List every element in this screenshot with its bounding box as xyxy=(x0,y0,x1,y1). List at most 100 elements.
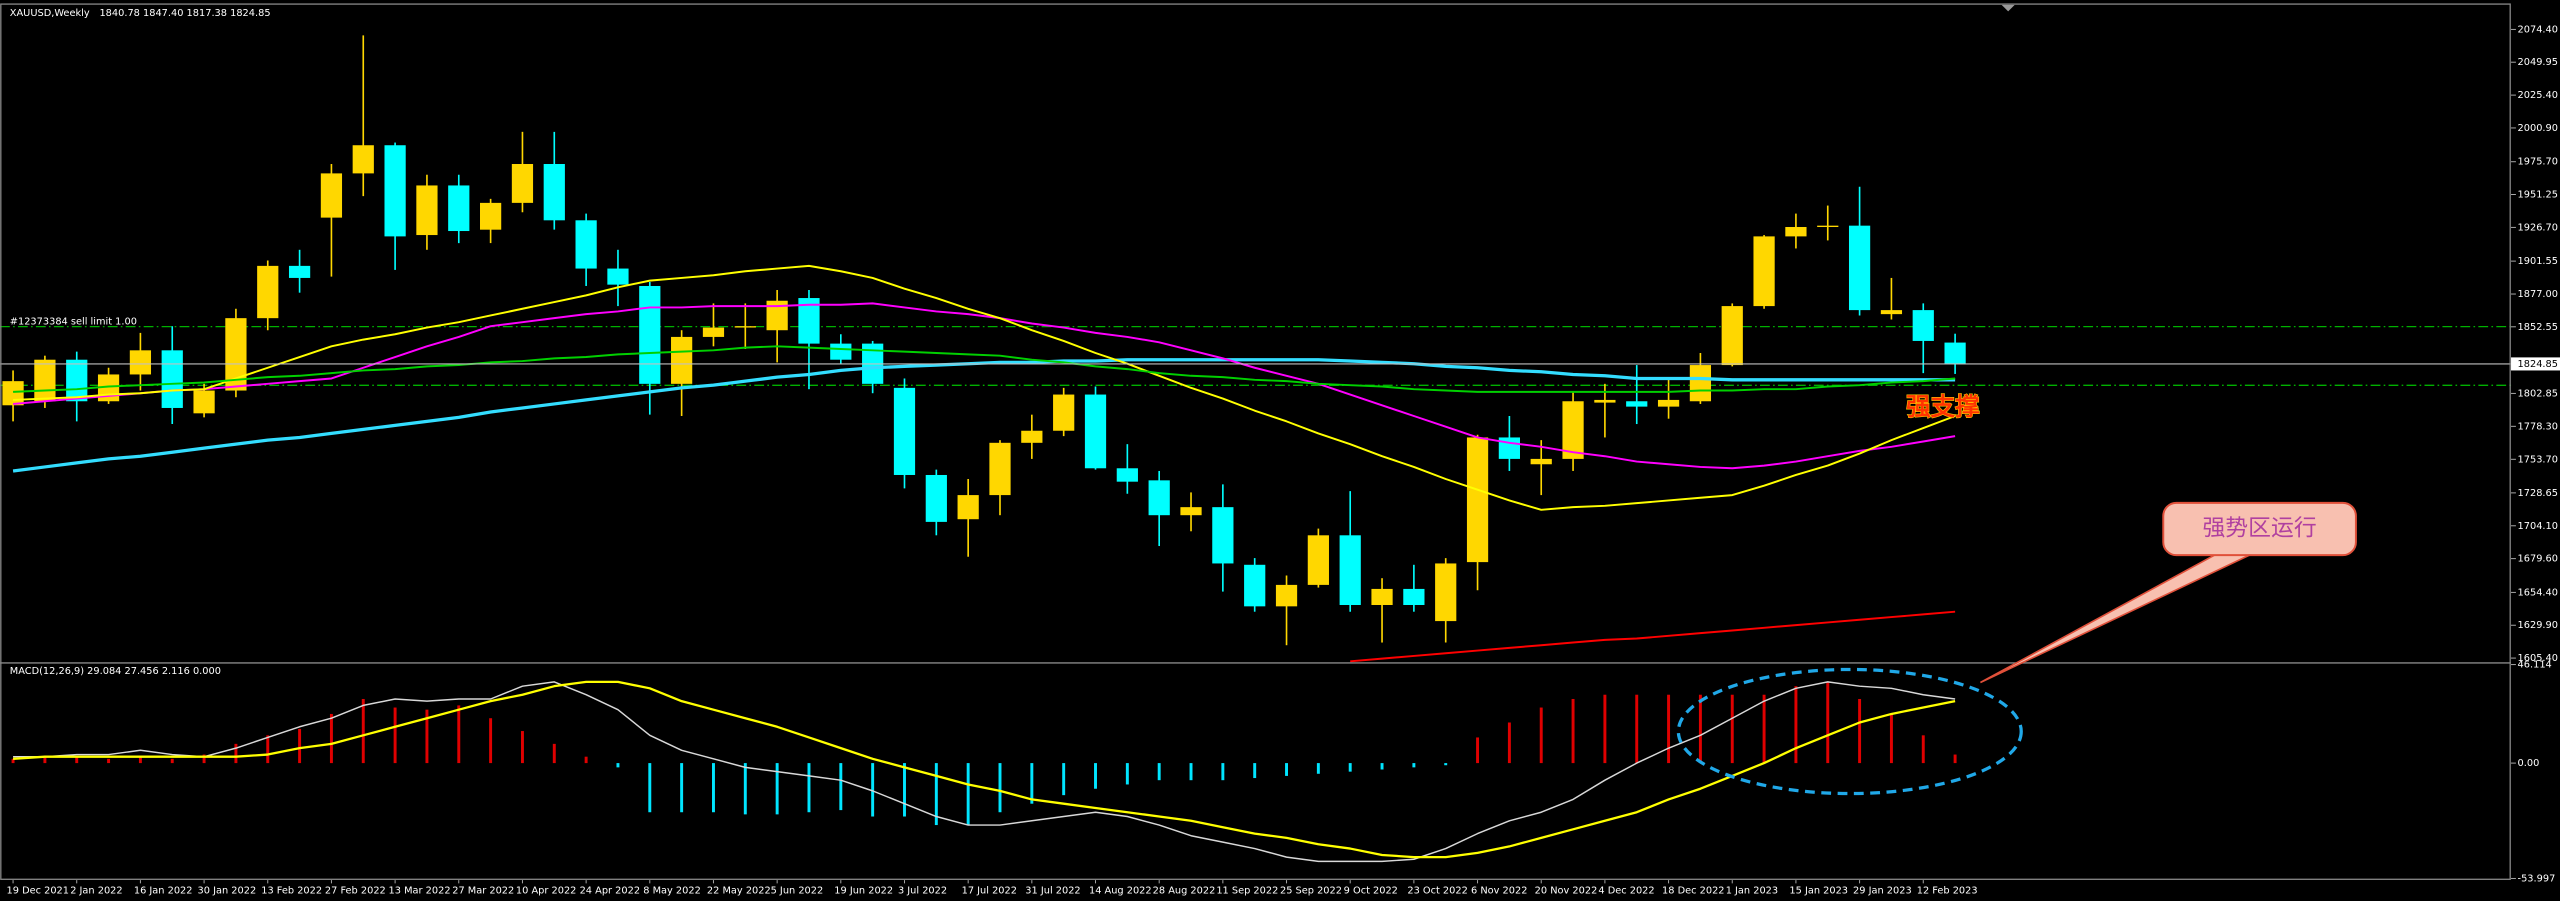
y-tick-label: 1704.10 xyxy=(2518,521,2558,532)
candle-body xyxy=(1562,401,1584,459)
candle-body xyxy=(1275,584,1298,607)
candle-body xyxy=(1721,306,1743,366)
candle-body xyxy=(1084,394,1107,469)
candle-body xyxy=(1466,437,1489,563)
indicator-line xyxy=(12,358,1956,473)
x-tick-label: 17 Jul 2022 xyxy=(962,886,1017,897)
macd-bar xyxy=(1539,707,1543,764)
chart-title: XAUUSD,Weekly 1840.78 1847.40 1817.38 182… xyxy=(10,8,271,19)
macd-bar xyxy=(1189,763,1193,781)
candle-body xyxy=(66,359,88,402)
macd-bar xyxy=(489,718,493,764)
macd-bar xyxy=(743,763,747,815)
macd-bar xyxy=(361,698,365,764)
macd-bar xyxy=(871,763,875,817)
macd-bar xyxy=(712,763,715,813)
y-tick-label: 1679.60 xyxy=(2518,554,2558,565)
candle-body xyxy=(1180,507,1202,516)
x-tick-label: 1 Jan 2023 xyxy=(1726,886,1778,897)
x-tick-label: 25 Sep 2022 xyxy=(1280,886,1342,897)
macd-bar xyxy=(425,709,429,764)
macd-bar xyxy=(520,731,524,764)
macd-bar xyxy=(1316,763,1320,774)
macd-bar xyxy=(1253,763,1257,779)
candle-body xyxy=(1403,588,1425,606)
candle-body xyxy=(1594,399,1616,403)
y-tick-label: 1926.70 xyxy=(2518,222,2558,233)
candle-body xyxy=(543,164,565,221)
y-tick-label: 1877.00 xyxy=(2518,289,2558,300)
candle-body xyxy=(448,185,470,232)
macd-bar xyxy=(552,743,556,764)
callout-text: 强势区运行 xyxy=(2202,516,2316,542)
candle-body xyxy=(766,300,788,331)
macd-title: MACD(12,26,9) 29.084 27.456 2.116 0.000 xyxy=(10,666,221,677)
front-layer: #12373384 sell limit 1.00 1824.85 xyxy=(10,317,2560,371)
candle-body xyxy=(1657,399,1680,407)
candle-body xyxy=(1689,365,1712,402)
y-tick-label: 1728.65 xyxy=(2518,488,2558,499)
candle-body xyxy=(639,285,661,384)
candle-body xyxy=(1244,564,1266,607)
candle-body xyxy=(1880,310,1903,315)
indicator-line xyxy=(1350,610,1956,663)
x-tick-label: 27 Mar 2022 xyxy=(452,886,514,897)
candle-body xyxy=(225,318,247,391)
x-tick-label: 4 Dec 2022 xyxy=(1598,886,1654,897)
x-tick-label: 13 Mar 2022 xyxy=(389,886,451,897)
back-layer: 2074.40 2049.95 2025.40 2000.90 1975.70 1951.… xyxy=(0,24,2558,897)
y-tick-label: 1901.55 xyxy=(2518,256,2558,267)
x-tick-label: 31 Jul 2022 xyxy=(1025,886,1080,897)
macd-bar xyxy=(138,756,142,764)
x-tick-label: 19 Jun 2022 xyxy=(834,886,893,897)
y-tick-label: -53.997 xyxy=(2518,873,2556,884)
macd-bar xyxy=(170,758,174,764)
y-tick-label: 1778.30 xyxy=(2518,421,2558,432)
x-tick-label: 13 Feb 2022 xyxy=(261,886,322,897)
y-tick-label: 2074.40 xyxy=(2518,24,2558,35)
macd-bar xyxy=(1698,694,1702,764)
indicator-line xyxy=(12,680,1956,859)
macd-bar xyxy=(934,763,938,826)
candle-body xyxy=(384,145,406,237)
x-tick-label: 8 May 2022 xyxy=(643,886,701,897)
candle-body xyxy=(957,495,979,520)
candle-body xyxy=(1944,342,1966,364)
y-tick-label: 1852.55 xyxy=(2518,322,2558,333)
candle-body xyxy=(702,327,725,337)
macd-bar xyxy=(998,763,1002,813)
y-tick-label: 46.114 xyxy=(2518,660,2552,671)
x-tick-label: 30 Jan 2022 xyxy=(198,886,257,897)
macd-bar xyxy=(1794,686,1798,764)
macd-bar xyxy=(1889,713,1893,764)
lines-layer xyxy=(0,264,2512,863)
y-tick-label: 1951.25 xyxy=(2518,189,2558,200)
macd-bar xyxy=(1730,694,1734,764)
support-annotation: 强支撑 xyxy=(1906,392,1980,421)
candle-body xyxy=(1530,458,1552,465)
frame xyxy=(0,3,2511,880)
macd-bar xyxy=(1157,763,1161,781)
candle-body xyxy=(1148,480,1170,516)
macd-bar xyxy=(839,763,843,811)
macd-bar xyxy=(1380,763,1384,770)
macd-bar xyxy=(680,763,684,813)
candle-body xyxy=(925,474,947,522)
x-tick-label: 2 Jan 2022 xyxy=(70,886,122,897)
macd-bar xyxy=(903,763,906,817)
x-tick-label: 10 Apr 2022 xyxy=(516,886,576,897)
macd-bar xyxy=(1094,763,1097,789)
candle-body xyxy=(1371,588,1393,606)
y-tick-label: 1802.85 xyxy=(2518,388,2558,399)
macd-bar xyxy=(1571,698,1575,764)
candle-body xyxy=(1339,535,1361,606)
macd-bar xyxy=(1062,763,1066,796)
x-tick-label: 27 Feb 2022 xyxy=(325,886,386,897)
macd-bar xyxy=(1762,694,1766,764)
macd-bar xyxy=(329,713,333,764)
candle-body xyxy=(257,265,279,319)
price-label-box xyxy=(2511,357,2560,371)
candle-body xyxy=(734,326,756,328)
